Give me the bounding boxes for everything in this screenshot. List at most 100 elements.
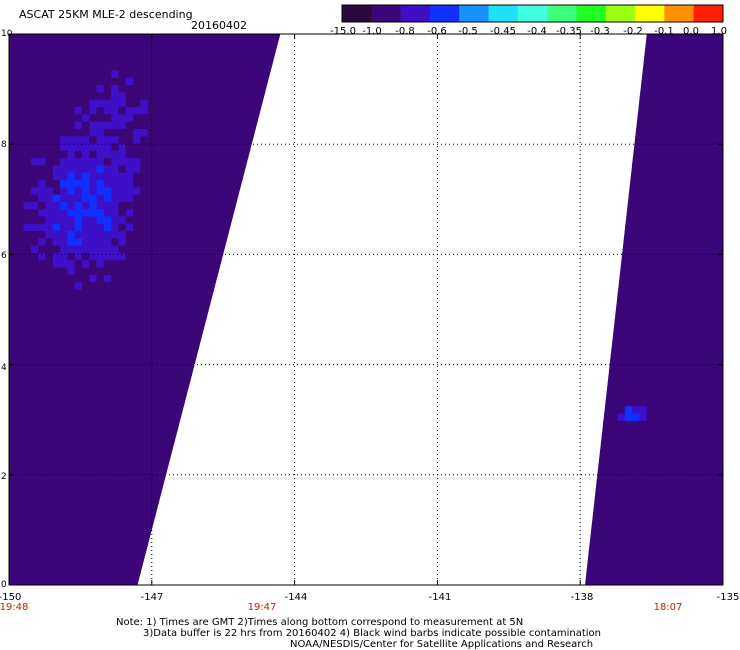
data-cell <box>595 296 604 305</box>
data-cell <box>147 355 156 364</box>
data-cell <box>82 406 90 415</box>
data-cell <box>249 136 258 145</box>
data-cell <box>125 55 134 64</box>
data-cell <box>697 267 706 276</box>
data-cell <box>162 515 171 524</box>
data-cell <box>198 420 207 429</box>
data-cell <box>198 128 207 137</box>
data-cell <box>661 442 670 451</box>
data-cell <box>96 369 105 378</box>
data-cell <box>719 77 723 86</box>
data-cell <box>103 311 112 320</box>
data-cell <box>155 413 163 422</box>
data-cell <box>23 530 32 539</box>
data-cell <box>675 566 684 575</box>
data-cell <box>639 172 648 181</box>
data-cell <box>176 523 185 531</box>
data-cell <box>67 34 76 42</box>
data-cell <box>585 34 589 42</box>
data-cell <box>646 486 655 495</box>
colorbar-label: -1.0 <box>362 26 382 37</box>
data-cell <box>646 355 655 364</box>
data-cell <box>191 238 200 247</box>
data-cell <box>147 523 156 531</box>
data-cell <box>60 289 68 298</box>
data-cell <box>125 435 134 444</box>
data-cell <box>118 238 127 247</box>
data-cell <box>705 413 713 422</box>
data-cell <box>155 559 163 568</box>
data-cell <box>140 150 149 159</box>
data-cell <box>617 187 626 196</box>
data-cell <box>206 369 214 378</box>
data-cell <box>661 369 670 378</box>
data-cell <box>624 282 633 291</box>
data-cell <box>683 326 692 334</box>
data-cell <box>169 486 178 495</box>
data-cell <box>23 428 32 437</box>
data-cell <box>52 223 61 232</box>
data-cell <box>271 128 280 137</box>
colorbar-swatch <box>605 5 636 22</box>
data-cell <box>206 515 214 524</box>
data-cell <box>617 70 626 79</box>
data-cell <box>646 253 655 261</box>
data-cell <box>133 413 141 422</box>
data-cell <box>683 114 692 123</box>
data-cell <box>176 369 185 378</box>
data-cell <box>198 121 207 130</box>
data-cell <box>45 355 54 364</box>
data-cell <box>169 77 178 86</box>
data-cell <box>264 187 273 196</box>
data-cell <box>176 559 185 568</box>
data-cell <box>176 99 185 108</box>
data-cell <box>30 333 39 342</box>
data-cell <box>89 99 98 108</box>
data-cell <box>585 143 589 152</box>
data-cell <box>242 333 251 342</box>
data-cell <box>23 457 32 466</box>
data-cell <box>712 545 721 553</box>
data-cell <box>111 318 120 327</box>
data-cell <box>617 566 626 575</box>
data-cell <box>632 223 640 232</box>
data-cell <box>45 245 54 254</box>
data-cell <box>624 391 633 400</box>
data-cell <box>67 187 76 196</box>
data-cell <box>646 347 655 356</box>
data-cell <box>697 92 706 101</box>
data-cell <box>632 165 640 174</box>
data-cell <box>661 523 670 531</box>
data-cell <box>617 574 626 583</box>
data-cell <box>712 158 721 166</box>
data-cell <box>96 413 105 422</box>
data-cell <box>103 274 112 283</box>
data-cell <box>169 238 178 247</box>
data-cell <box>38 121 47 130</box>
data-cell <box>155 34 163 42</box>
data-cell <box>257 267 266 276</box>
data-cell <box>45 347 54 356</box>
data-cell <box>103 187 112 196</box>
data-cell <box>9 479 17 488</box>
data-cell <box>125 128 134 137</box>
data-cell <box>683 48 692 57</box>
data-cell <box>249 70 258 79</box>
data-cell <box>198 274 207 283</box>
data-cell <box>169 311 178 320</box>
data-cell <box>9 187 17 196</box>
data-cell <box>646 245 655 254</box>
data-cell <box>220 165 229 174</box>
data-cell <box>271 289 280 298</box>
data-cell <box>45 464 54 473</box>
data-cell <box>264 486 273 495</box>
data-cell <box>279 158 281 166</box>
data-cell <box>668 85 677 93</box>
data-cell <box>264 201 273 210</box>
data-cell <box>169 406 178 415</box>
data-cell <box>235 216 244 225</box>
data-cell <box>118 216 127 225</box>
data-cell <box>602 128 611 137</box>
data-cell <box>133 347 141 356</box>
data-cell <box>595 523 604 531</box>
